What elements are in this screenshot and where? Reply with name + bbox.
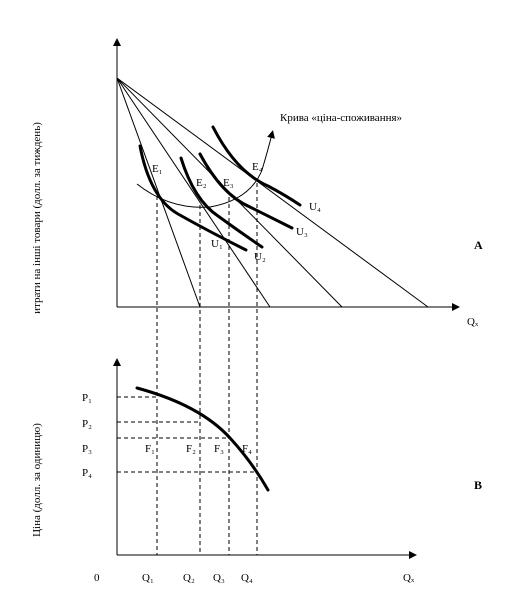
curve-label: U₃: [296, 226, 308, 238]
curve-label: U₂: [254, 251, 266, 263]
y-axis-label: Ціна (долл. за одиницю): [31, 423, 43, 537]
quantity-label: Q₄: [241, 572, 253, 584]
y-axis-label: итрати на інші товари (долл. за тиждень): [31, 122, 43, 314]
price-label: P₃: [82, 443, 92, 455]
curve-label: U₁: [211, 238, 223, 250]
point-label: E₃: [223, 177, 234, 189]
curve-title: Крива «ціна-споживання»: [280, 112, 402, 124]
indifference-curves: [138, 125, 302, 252]
price-label: P₂: [82, 418, 92, 430]
quantity-label: Q₂: [183, 572, 195, 584]
projection-lines: [156, 183, 258, 555]
origin-label: 0: [94, 572, 100, 584]
panel-label: B: [474, 478, 482, 492]
point-label: F₁: [145, 443, 155, 455]
point-label: F₂: [186, 443, 196, 455]
quantity-label: Q₁: [142, 572, 154, 584]
price-label: P₁: [82, 392, 92, 404]
demand-curve: [135, 386, 270, 492]
panel-label: A: [474, 238, 483, 252]
point-label: E₁: [152, 163, 163, 175]
quantity-label: Q₃: [213, 572, 225, 584]
price-consumption-curve: [136, 130, 275, 208]
point-label: F₃: [214, 443, 224, 455]
point-label: F₄: [242, 443, 252, 455]
point-label: E₄: [252, 161, 263, 173]
curve-label: U₄: [309, 201, 321, 213]
point-label: E₂: [196, 177, 207, 189]
x-axis-label: Qₓ: [403, 572, 415, 584]
price-label: P₄: [82, 467, 92, 479]
price-lines: [117, 396, 257, 473]
x-axis-label: Qₓ: [467, 316, 479, 328]
